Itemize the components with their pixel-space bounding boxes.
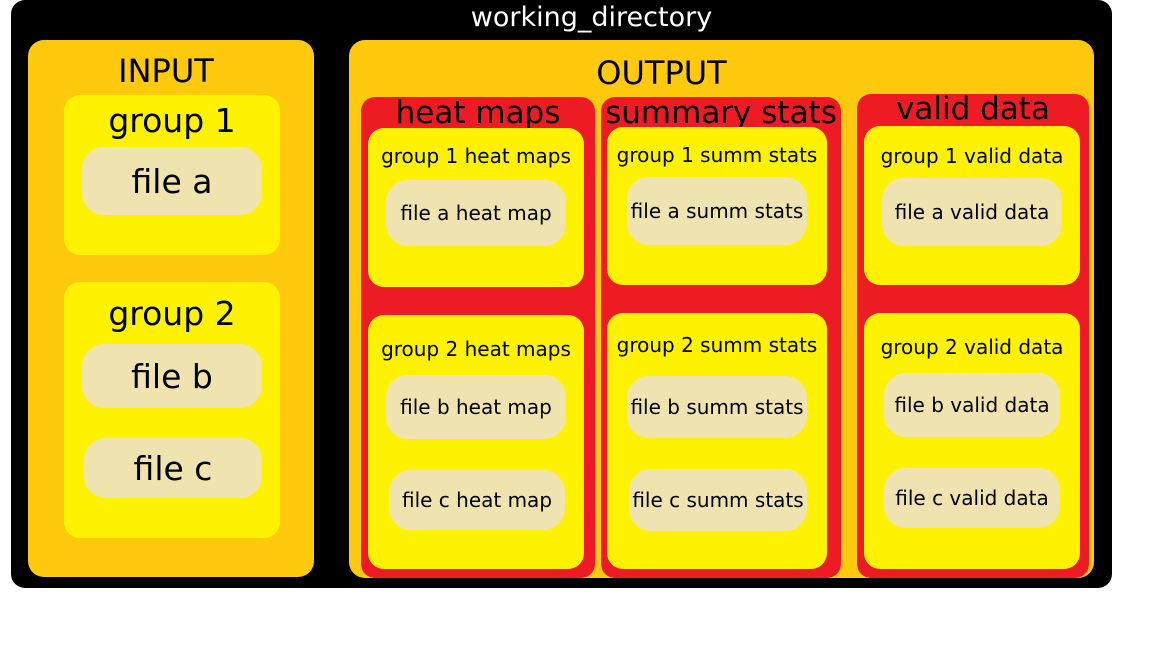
input-file-a: file a xyxy=(82,147,262,215)
file-c-heat-map: file c heat map xyxy=(389,470,565,530)
input-group-1: group 1 file a xyxy=(64,95,280,255)
valid-data-group-1: group 1 valid data file a valid data xyxy=(864,126,1080,285)
working-directory-label: working_directory xyxy=(470,2,713,33)
output-title: OUTPUT xyxy=(596,54,727,92)
file-b-summ-stats: file b summ stats xyxy=(627,376,807,438)
input-title: INPUT xyxy=(118,52,214,90)
file-a-summ-stats: file a summ stats xyxy=(627,177,807,245)
heat-maps-title: heat maps xyxy=(395,95,561,131)
heat-maps-column: heat maps group 1 heat maps file a heat … xyxy=(361,95,595,578)
file-b-heat-map: file b heat map xyxy=(386,375,566,439)
input-file-b: file b xyxy=(82,344,262,408)
summary-stats-group-1-title: group 1 summ stats xyxy=(616,143,818,167)
summary-stats-group-1: group 1 summ stats file a summ stats xyxy=(607,127,827,285)
output-panel: OUTPUT heat maps group 1 heat maps file … xyxy=(349,40,1094,578)
input-group-2-title: group 2 xyxy=(108,294,236,333)
working-directory-box: working_directory INPUT group 1 file a g… xyxy=(11,0,1112,588)
input-group-1-title: group 1 xyxy=(108,101,236,140)
heat-maps-group-2-title: group 2 heat maps xyxy=(381,337,571,361)
file-c-valid-data: file c valid data xyxy=(884,468,1060,528)
input-panel: INPUT group 1 file a group 2 file b file… xyxy=(28,40,314,577)
valid-data-title: valid data xyxy=(896,91,1050,127)
valid-data-column: valid data group 1 valid data file a val… xyxy=(857,91,1089,578)
file-a-valid-data: file a valid data xyxy=(882,178,1062,246)
input-file-c: file c xyxy=(84,438,262,498)
heat-maps-group-1-title: group 1 heat maps xyxy=(381,144,571,168)
file-a-heat-map: file a heat map xyxy=(386,180,566,246)
valid-data-group-1-title: group 1 valid data xyxy=(880,144,1064,168)
valid-data-group-2-title: group 2 valid data xyxy=(880,335,1064,359)
heat-maps-group-2: group 2 heat maps file b heat map file c… xyxy=(368,315,584,569)
summary-stats-group-2-title: group 2 summ stats xyxy=(616,333,818,357)
summary-stats-column: summary stats group 1 summ stats file a … xyxy=(601,95,841,578)
heat-maps-group-1: group 1 heat maps file a heat map xyxy=(368,128,584,287)
input-group-2: group 2 file b file c xyxy=(64,282,280,538)
file-b-valid-data: file b valid data xyxy=(884,373,1060,437)
valid-data-group-2: group 2 valid data file b valid data fil… xyxy=(864,313,1080,569)
summary-stats-group-2: group 2 summ stats file b summ stats fil… xyxy=(607,313,827,569)
file-c-summ-stats: file c summ stats xyxy=(629,469,807,531)
summary-stats-title: summary stats xyxy=(605,95,837,131)
